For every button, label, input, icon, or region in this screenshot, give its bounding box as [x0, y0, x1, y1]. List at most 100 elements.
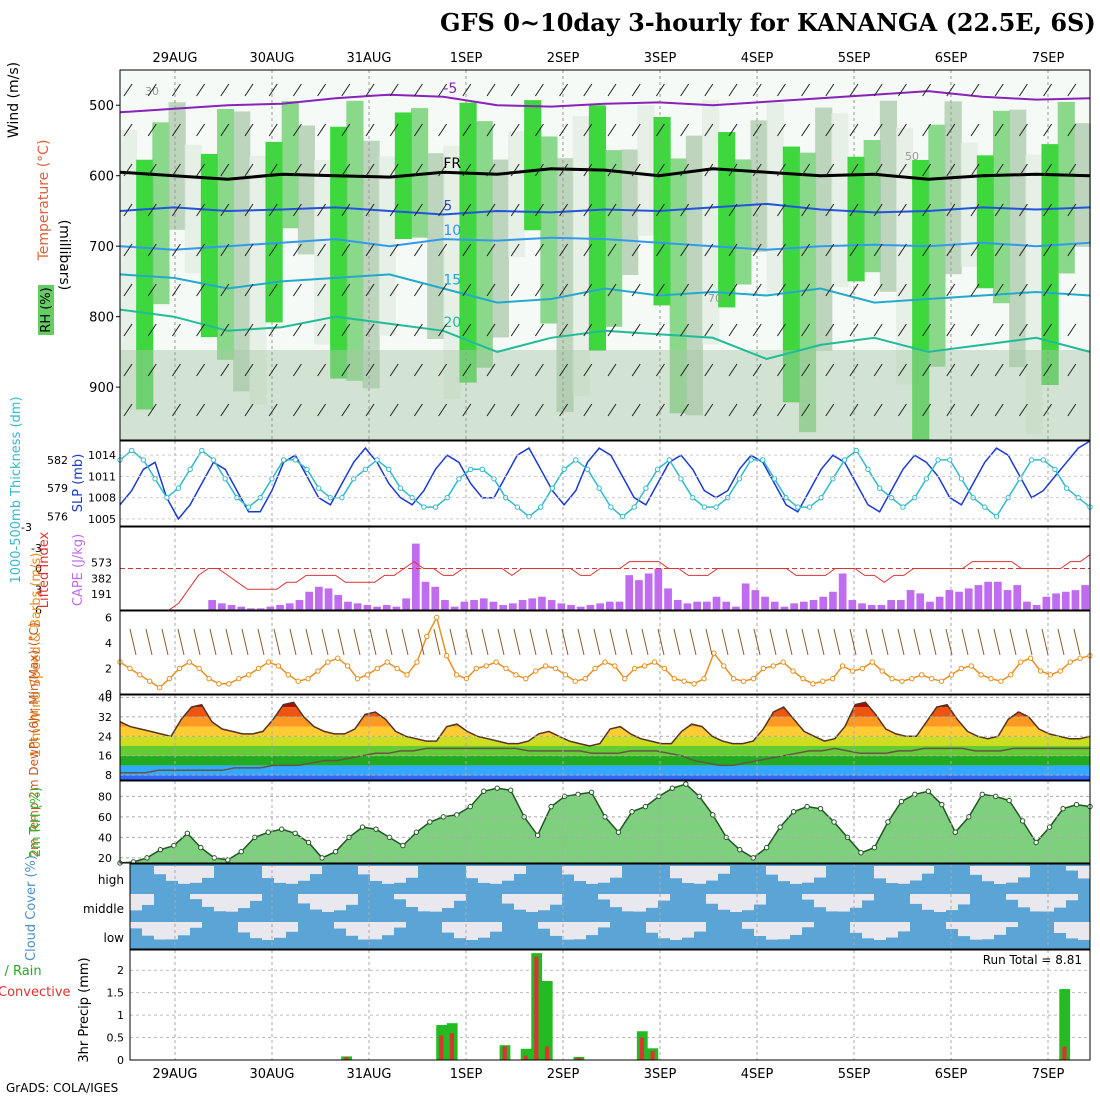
wind-barb	[123, 363, 133, 377]
cloud-clear-block	[250, 894, 262, 901]
wind-barb	[365, 243, 375, 257]
wind-barb-10m	[193, 628, 201, 656]
series-marker	[325, 659, 331, 665]
wind-barb	[268, 283, 278, 297]
series-marker	[206, 675, 212, 682]
cloud-clear-block	[838, 894, 850, 912]
cloud-clear-block	[514, 894, 526, 910]
wind-barb	[244, 203, 254, 217]
rh-shade	[1025, 154, 1043, 434]
series-marker	[245, 672, 252, 678]
temp-tick-label: 32	[98, 711, 112, 724]
cape-bar	[722, 601, 731, 610]
cape-bar	[344, 601, 352, 610]
cape-bar	[441, 600, 449, 610]
y-axis-title: (millibars)	[56, 220, 72, 291]
series-line	[119, 701, 1091, 747]
wind-barb	[244, 123, 254, 137]
wind-barb	[1018, 203, 1028, 217]
wind-barb	[994, 83, 1004, 97]
wind-barb	[583, 363, 593, 377]
precip-total-bar	[541, 980, 553, 1060]
y-tick-label: 600	[89, 170, 114, 185]
wind-barb	[922, 203, 932, 217]
precip-tick-label: 0	[117, 1054, 124, 1067]
series-marker	[721, 663, 727, 669]
wind-barb	[534, 163, 544, 177]
precip-tick-label: 0.5	[107, 1032, 125, 1045]
wind-barb	[922, 163, 932, 177]
series-marker	[127, 665, 133, 672]
cape-bar	[1081, 585, 1089, 610]
rh-shade	[718, 132, 736, 308]
isotherm-line	[119, 167, 1091, 181]
series-marker	[631, 504, 637, 510]
wind-barb	[389, 203, 399, 217]
cape-bar	[625, 575, 634, 610]
rh-shade	[750, 120, 768, 252]
cape-bar	[596, 603, 604, 610]
x-tick-top: 5SEP	[838, 51, 871, 66]
series-marker	[305, 675, 311, 682]
cloud-clear-block	[910, 866, 922, 881]
series-marker	[222, 476, 228, 482]
wind-barb	[268, 363, 278, 377]
wind-barb	[510, 83, 520, 97]
series-marker	[1057, 668, 1064, 674]
cloud-clear-block	[190, 866, 202, 883]
series-marker	[1046, 824, 1053, 830]
series-marker	[1019, 818, 1026, 824]
cloud-clear-block	[382, 922, 394, 936]
wind-barb	[1043, 363, 1053, 377]
cloud-clear-block	[250, 922, 262, 939]
wind-barb-10m	[289, 628, 297, 656]
cape-bar	[557, 603, 566, 610]
cloud-clear-block	[370, 922, 382, 940]
wind-barb	[268, 403, 278, 417]
x-tick-top: 1SEP	[450, 51, 483, 66]
wind-barb	[1018, 83, 1028, 97]
cloud-clear-block	[1066, 894, 1078, 901]
wind-barb	[655, 403, 665, 417]
cloud-clear-block	[298, 866, 310, 881]
series-marker	[889, 675, 895, 682]
wind-barb	[728, 323, 738, 337]
series-marker	[176, 665, 183, 672]
wind-barb	[220, 363, 230, 377]
wind-barb	[655, 283, 665, 297]
series-marker	[582, 675, 588, 682]
wind-barb	[1018, 363, 1028, 377]
wind-barb-10m	[497, 628, 505, 656]
wind-barb	[171, 163, 181, 177]
wind-barb	[583, 283, 593, 297]
cloud-clear-block	[286, 866, 298, 884]
series-marker	[763, 844, 770, 851]
wind-barb	[317, 403, 327, 417]
wind-barb	[946, 283, 956, 297]
series-marker	[592, 665, 598, 672]
cloud-clear-block	[658, 922, 670, 939]
cloud-clear-block	[346, 922, 358, 936]
x-tick-top: 29AUG	[152, 51, 197, 66]
wind-barb	[317, 243, 327, 257]
wind-barb	[655, 323, 665, 337]
series-marker	[315, 668, 321, 674]
wind-barb	[994, 363, 1004, 377]
wind-barb	[123, 283, 133, 297]
wind-barb-10m	[417, 628, 425, 656]
wind-barb	[873, 203, 883, 217]
wind-barb	[147, 283, 157, 297]
isotherm-label: FR	[443, 156, 461, 172]
wind-barb-10m	[273, 628, 281, 656]
wind-barb	[1067, 363, 1077, 377]
series-marker	[1028, 457, 1035, 463]
cape-bar	[994, 581, 1002, 610]
rh-shade-lower	[120, 350, 1090, 440]
rh-shade	[976, 155, 994, 289]
wind-barb	[752, 283, 762, 297]
wind-barb	[389, 403, 399, 417]
wind-barb	[825, 83, 835, 97]
wind-barb	[922, 243, 932, 257]
wind-barb-10m	[1025, 628, 1033, 656]
wind-barb	[462, 283, 472, 297]
